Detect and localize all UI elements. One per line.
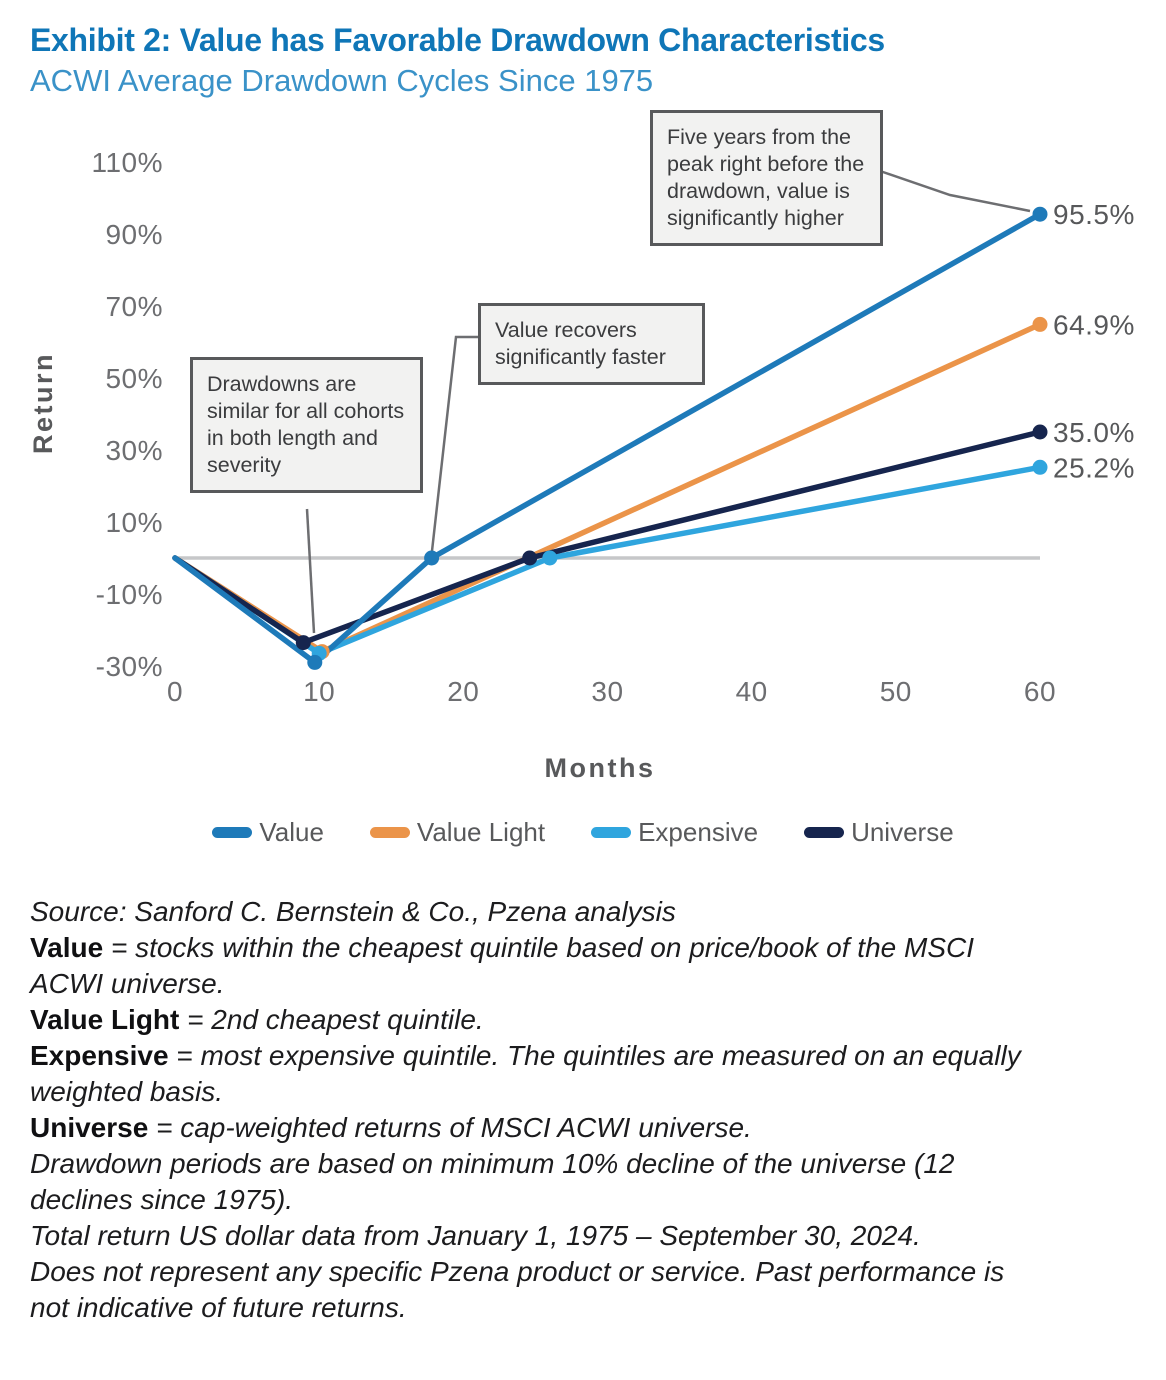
exhibit-header: Exhibit 2: Value has Favorable Drawdown …	[0, 0, 1166, 99]
data-point-value	[1032, 206, 1048, 222]
annotation-recovery-box: Value recovers significantly faster	[478, 303, 705, 385]
data-point-expensive	[1032, 459, 1048, 475]
y-tick-label: -30%	[96, 651, 163, 682]
data-point-value	[424, 550, 440, 566]
end-label-value: 95.5%	[1053, 199, 1135, 230]
page-subtitle: ACWI Average Drawdown Cycles Since 1975	[30, 63, 654, 98]
annotation-recovery-text: Value recovers significantly faster	[495, 318, 666, 369]
series-line-expensive	[172, 464, 1043, 657]
legend-item-expensive: Expensive	[591, 817, 758, 848]
y-tick-label: 50%	[105, 363, 163, 394]
x-tick-label: 0	[167, 676, 183, 707]
legend-swatch-universe	[804, 827, 845, 838]
drawdown-chart: 95.5% 64.9% 25.2% 35.0% 110% 90% 70% 50% 30% 10% -…	[0, 105, 1166, 805]
data-point-value-light	[1032, 316, 1048, 332]
x-tick-label: 60	[1024, 676, 1056, 707]
series-line-universe	[172, 429, 1043, 646]
x-tick-label: 20	[447, 676, 479, 707]
footnote-source: Source: Sanford C. Bernstein & Co., Pzen…	[30, 896, 676, 927]
y-tick-label: 10%	[105, 507, 163, 538]
footnote-drawdown-periods: Drawdown periods are based on minimum 10…	[30, 1148, 955, 1215]
y-tick-label: 110%	[91, 147, 163, 178]
legend-label-value: Value	[259, 817, 324, 847]
x-tick-label: 40	[736, 676, 768, 707]
annotation-drawdowns-text: Drawdowns are similar for all cohorts in…	[207, 372, 405, 477]
end-label-universe: 35.0%	[1053, 417, 1135, 448]
data-point-value	[307, 654, 323, 670]
leader-line-drawdowns	[305, 508, 316, 634]
y-tick-label: 30%	[105, 435, 163, 466]
legend-swatch-value-light	[369, 827, 410, 838]
legend-swatch-expensive	[591, 827, 632, 838]
y-tick-label: -10%	[96, 579, 163, 610]
footnote-universe: Universe = cap-weighted returns of MSCI …	[30, 1112, 752, 1143]
annotation-drawdowns-box: Drawdowns are similar for all cohorts in…	[190, 357, 423, 493]
leader-line-peak	[879, 169, 1031, 213]
drawdown-chart-svg: 95.5% 64.9% 25.2% 35.0% 110% 90% 70% 50% 30% 10% -…	[28, 147, 1135, 783]
legend-item-universe: Universe	[804, 817, 954, 848]
data-point-expensive	[542, 550, 558, 566]
footnote-total-return: Total return US dollar data from January…	[30, 1220, 921, 1251]
y-tick-label: 70%	[105, 291, 163, 322]
end-label-expensive: 25.2%	[1053, 452, 1135, 483]
data-point-universe	[1032, 424, 1048, 440]
footnote-disclaimer: Does not represent any specific Pzena pr…	[30, 1256, 1005, 1323]
legend-label-expensive: Expensive	[638, 817, 759, 847]
chart-legend: Value Value Light Expensive Universe	[0, 817, 1166, 848]
legend-swatch-value	[212, 827, 253, 838]
x-tick-label: 50	[880, 676, 912, 707]
data-point-universe	[295, 635, 311, 651]
legend-item-value-light: Value Light	[369, 817, 546, 848]
x-tick-label: 30	[591, 676, 623, 707]
legend-label-value-light: Value Light	[416, 817, 546, 847]
leader-line-recovery	[430, 335, 478, 552]
footnote-value: Value = stocks within the cheapest quint…	[30, 932, 975, 999]
x-tick-label: 10	[303, 676, 335, 707]
page-title: Exhibit 2: Value has Favorable Drawdown …	[30, 22, 885, 58]
end-label-value-light: 64.9%	[1053, 309, 1135, 340]
y-axis-title: Return	[28, 352, 58, 454]
legend-item-value: Value	[212, 817, 324, 848]
y-tick-label: 90%	[105, 219, 163, 250]
footnotes: Source: Sanford C. Bernstein & Co., Pzen…	[30, 894, 1048, 1326]
legend-label-universe: Universe	[851, 817, 954, 847]
annotation-peak-box: Five years from the peak right before th…	[650, 110, 883, 246]
x-axis-title: Months	[545, 753, 656, 783]
footnote-value-light: Value Light = 2nd cheapest quintile.	[30, 1004, 484, 1035]
series-line-value	[172, 211, 1043, 666]
annotation-peak-text: Five years from the peak right before th…	[667, 125, 865, 230]
data-point-universe	[522, 550, 538, 566]
footnote-expensive: Expensive = most expensive quintile. The…	[30, 1040, 1021, 1107]
